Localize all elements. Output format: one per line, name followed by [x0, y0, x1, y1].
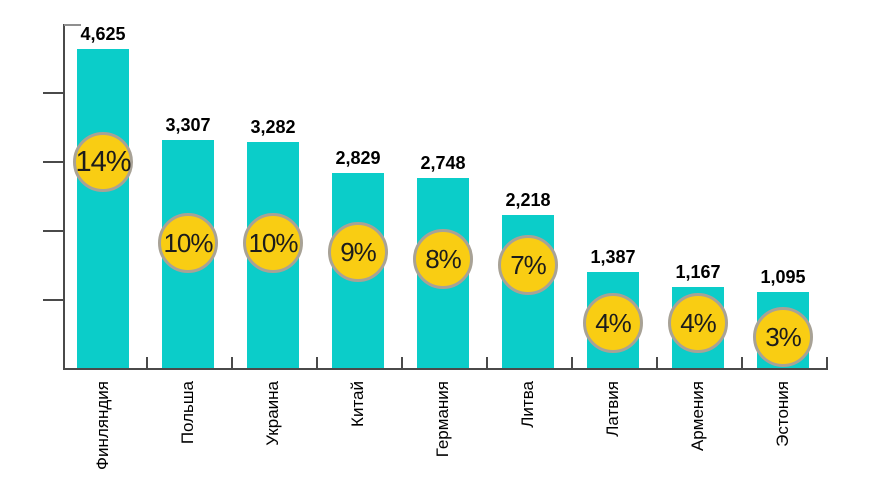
x-axis-label-2: Украина — [263, 381, 282, 446]
percent-badge-text-5: 7% — [510, 249, 547, 280]
y-axis-line — [63, 24, 65, 370]
x-axis-tick-1 — [231, 357, 233, 368]
x-axis-tick-2 — [316, 357, 318, 368]
x-axis-label-0: Финляндия — [93, 381, 112, 470]
percent-badge-8: 3% — [753, 307, 813, 367]
x-axis-tick-6 — [656, 357, 658, 368]
percent-badge-0: 14% — [73, 132, 133, 192]
percent-badge-7: 4% — [668, 293, 728, 353]
bar-value-label-7: 1,167 — [675, 262, 721, 282]
bar-value-label-0: 4,625 — [80, 24, 126, 44]
percent-badge-text-6: 4% — [595, 307, 632, 338]
percent-badge-text-2: 10% — [248, 227, 298, 258]
y-axis-tick-4 — [43, 92, 64, 94]
bar-value-label-1: 3,307 — [165, 115, 211, 135]
x-axis-tick-5 — [571, 357, 573, 368]
percent-badge-text-3: 9% — [340, 236, 377, 267]
percent-badge-text-7: 4% — [680, 307, 717, 338]
bar-value-label-6: 1,387 — [590, 247, 636, 267]
percent-badge-text-4: 8% — [425, 243, 462, 274]
x-axis-tick-4 — [486, 357, 488, 368]
bar-0 — [77, 49, 129, 368]
percent-badge-5: 7% — [498, 235, 558, 295]
x-axis-label-6: Латвия — [603, 381, 622, 437]
percent-badge-2: 10% — [243, 213, 303, 273]
bar-value-label-2: 3,282 — [250, 117, 296, 137]
x-axis-label-4: Германия — [433, 381, 452, 458]
x-axis-label-3: Китай — [348, 381, 367, 427]
bar-value-label-3: 2,829 — [335, 148, 381, 168]
percent-badge-4: 8% — [413, 229, 473, 289]
x-axis-label-7: Армения — [688, 381, 707, 452]
y-axis-tick-2 — [43, 230, 64, 232]
x-axis-label-5: Литва — [518, 381, 537, 428]
x-axis-tick-7 — [741, 357, 743, 368]
y-axis-tick-3 — [43, 161, 64, 163]
x-axis-tick-3 — [401, 357, 403, 368]
percent-badge-6: 4% — [583, 293, 643, 353]
percent-badge-text-8: 3% — [765, 321, 802, 352]
bar-value-label-4: 2,748 — [420, 153, 466, 173]
x-axis-label-1: Польша — [178, 381, 197, 445]
percent-badge-text-0: 14% — [75, 145, 131, 178]
y-axis-tick-1 — [43, 299, 64, 301]
x-axis-tick-8 — [826, 357, 828, 368]
y-axis-top-cap — [64, 24, 81, 26]
x-axis-label-8: Эстония — [773, 381, 792, 447]
x-axis-tick-0 — [146, 357, 148, 368]
bar-value-label-8: 1,095 — [760, 267, 806, 287]
x-axis-line — [63, 368, 828, 370]
percent-badge-text-1: 10% — [163, 227, 213, 258]
bar-value-label-5: 2,218 — [505, 190, 551, 210]
percent-badge-3: 9% — [328, 222, 388, 282]
percent-badge-1: 10% — [158, 213, 218, 273]
